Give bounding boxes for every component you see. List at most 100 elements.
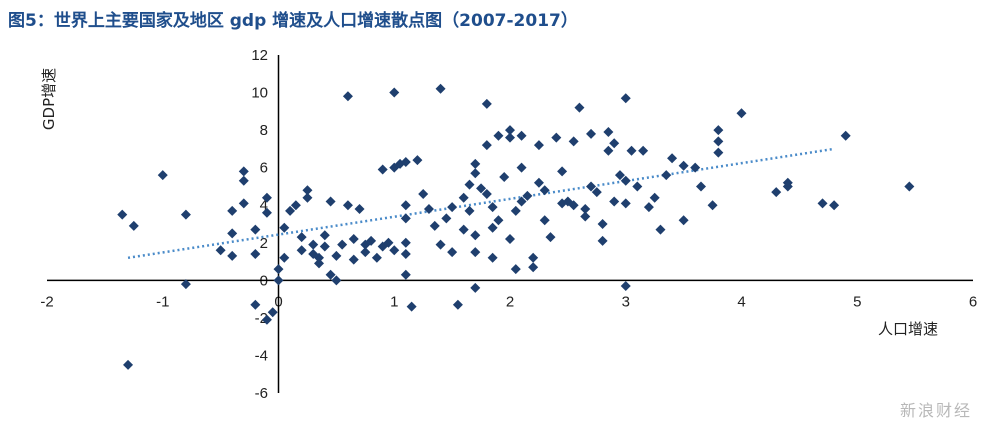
data-point <box>620 280 631 291</box>
data-point <box>840 130 851 141</box>
data-point <box>331 275 342 286</box>
data-point <box>452 299 463 310</box>
data-point <box>458 192 469 203</box>
data-point <box>667 153 678 164</box>
watermark: 新浪财经 <box>899 401 972 420</box>
data-point <box>250 299 261 310</box>
data-point <box>400 213 411 224</box>
data-point <box>314 258 325 269</box>
chart-title: 图5：世界上主要国家及地区 gdp 增速及人口增速散点图（2007-2017） <box>8 11 578 31</box>
y-tick-label: 2 <box>260 235 268 252</box>
data-point <box>539 215 550 226</box>
data-point <box>493 130 504 141</box>
data-point <box>354 203 365 214</box>
data-point <box>580 203 591 214</box>
data-point <box>713 136 724 147</box>
data-point <box>614 170 625 181</box>
data-point <box>470 247 481 258</box>
data-point <box>180 279 191 290</box>
data-point <box>620 198 631 209</box>
data-point <box>620 93 631 104</box>
y-tick-label: 10 <box>251 85 268 102</box>
data-point <box>261 207 272 218</box>
data-point <box>302 185 313 196</box>
data-point <box>557 166 568 177</box>
y-tick-label: 8 <box>260 122 268 139</box>
data-point <box>366 235 377 246</box>
data-point <box>215 245 226 256</box>
data-point <box>342 200 353 211</box>
data-point <box>227 205 238 216</box>
data-point <box>371 252 382 263</box>
x-tick-label: 3 <box>622 293 630 310</box>
x-tick-label: 4 <box>737 293 745 310</box>
data-point <box>470 230 481 241</box>
data-point <box>568 136 579 147</box>
data-point <box>296 245 307 256</box>
data-point <box>180 209 191 220</box>
data-point <box>296 232 307 243</box>
data-point <box>377 164 388 175</box>
data-point <box>400 200 411 211</box>
data-point <box>707 200 718 211</box>
data-point <box>678 215 689 226</box>
data-point <box>308 239 319 250</box>
data-point <box>516 130 527 141</box>
data-point <box>123 359 134 370</box>
data-point <box>528 252 539 263</box>
data-point <box>389 245 400 256</box>
data-point <box>470 158 481 169</box>
data-point <box>117 209 128 220</box>
x-tick-label: -2 <box>40 293 53 310</box>
data-point <box>348 254 359 265</box>
data-point <box>516 162 527 173</box>
data-point <box>325 269 336 280</box>
data-point <box>510 205 521 216</box>
data-point <box>782 181 793 192</box>
data-point <box>632 181 643 192</box>
data-point <box>505 132 515 143</box>
data-point <box>481 98 492 109</box>
y-tick-label: -4 <box>255 347 268 364</box>
data-point <box>690 162 701 173</box>
data-point <box>447 247 458 258</box>
x-tick-label: 6 <box>969 293 977 310</box>
data-point <box>290 200 301 211</box>
data-point <box>470 282 481 293</box>
y-axis-label: GDP增速 <box>40 68 58 130</box>
data-point <box>817 198 828 209</box>
data-point <box>487 252 498 263</box>
data-point <box>620 175 631 186</box>
data-point <box>661 170 672 181</box>
data-point <box>319 241 330 252</box>
data-point <box>157 170 168 181</box>
data-point <box>441 213 452 224</box>
data-point <box>418 188 429 199</box>
data-point <box>383 237 394 248</box>
data-point <box>331 250 342 261</box>
data-point <box>493 215 504 226</box>
data-point <box>400 269 411 280</box>
x-tick-label: 2 <box>506 293 514 310</box>
data-point <box>360 247 371 258</box>
data-point <box>545 232 556 243</box>
data-point <box>481 140 492 151</box>
data-point <box>533 140 544 151</box>
data-point <box>533 177 544 188</box>
data-point <box>314 252 325 263</box>
data-point <box>904 181 915 192</box>
data-point <box>267 307 278 318</box>
data-point <box>458 224 469 235</box>
data-point <box>319 230 330 241</box>
data-point <box>348 234 359 245</box>
data-point <box>285 205 296 216</box>
data-point <box>250 249 261 260</box>
data-point <box>528 262 539 273</box>
data-point <box>128 220 139 231</box>
data-point <box>423 203 434 214</box>
data-point <box>609 196 620 207</box>
data-point <box>273 264 284 275</box>
data-point <box>487 222 498 233</box>
trend-line <box>127 147 835 260</box>
data-point <box>470 168 481 179</box>
